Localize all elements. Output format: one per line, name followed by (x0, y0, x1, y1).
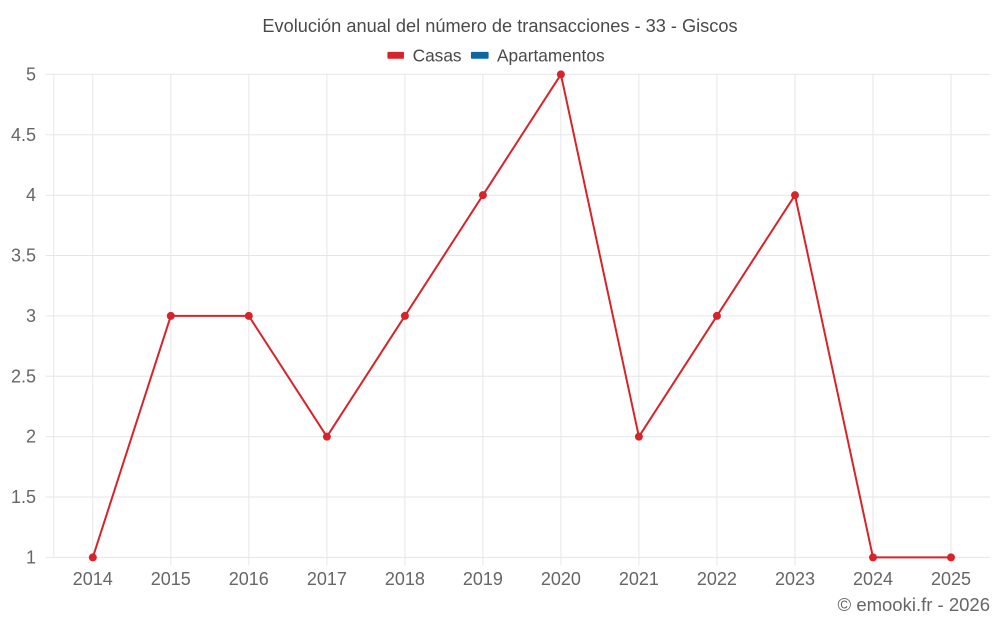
svg-text:2024: 2024 (853, 569, 893, 589)
svg-text:3: 3 (26, 306, 36, 326)
svg-text:2017: 2017 (307, 569, 347, 589)
svg-text:Evolución anual del número de: Evolución anual del número de transaccio… (262, 16, 737, 36)
svg-text:5: 5 (26, 64, 36, 84)
svg-text:2016: 2016 (229, 569, 269, 589)
svg-text:2015: 2015 (151, 569, 191, 589)
svg-text:2014: 2014 (73, 569, 113, 589)
svg-text:2.5: 2.5 (11, 366, 36, 386)
svg-text:2021: 2021 (619, 569, 659, 589)
svg-text:4.5: 4.5 (11, 125, 36, 145)
svg-text:2019: 2019 (463, 569, 503, 589)
svg-text:Casas: Casas (413, 45, 462, 65)
svg-text:2018: 2018 (385, 569, 425, 589)
svg-text:© emooki.fr - 2026: © emooki.fr - 2026 (838, 594, 990, 615)
svg-text:3.5: 3.5 (11, 246, 36, 266)
svg-text:Apartamentos: Apartamentos (497, 45, 605, 65)
svg-text:4: 4 (26, 185, 36, 205)
svg-text:1: 1 (26, 547, 36, 567)
svg-text:2: 2 (26, 427, 36, 447)
svg-text:2020: 2020 (541, 569, 581, 589)
svg-text:2022: 2022 (697, 569, 737, 589)
svg-text:2023: 2023 (775, 569, 815, 589)
svg-text:2025: 2025 (931, 569, 971, 589)
svg-text:1.5: 1.5 (11, 487, 36, 507)
